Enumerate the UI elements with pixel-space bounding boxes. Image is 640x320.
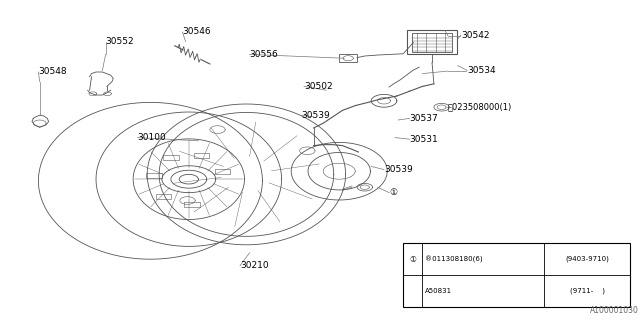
Text: ®011308180(6): ®011308180(6) [425,256,483,263]
Text: (9403-9710): (9403-9710) [565,256,609,262]
Text: 30556: 30556 [250,50,278,59]
Text: (9711-    ): (9711- ) [570,288,605,294]
Text: 30539: 30539 [384,165,413,174]
Text: 30548: 30548 [38,68,67,76]
Text: 30542: 30542 [461,31,490,40]
Bar [403,243,630,307]
Text: 30531: 30531 [410,135,438,144]
Text: 30546: 30546 [182,28,211,36]
Bar [146,173,161,178]
Bar [412,33,452,52]
Text: 30539: 30539 [301,111,330,120]
Bar [184,202,200,207]
Text: 30502: 30502 [304,82,333,91]
Text: 30534: 30534 [467,66,496,75]
Bar [407,30,457,54]
Bar [215,169,230,174]
Text: 30552: 30552 [106,37,134,46]
Bar [156,194,171,199]
Text: 30210: 30210 [240,261,269,270]
Text: A100001030: A100001030 [590,306,639,315]
Text: 30100: 30100 [138,133,166,142]
Bar [194,153,209,158]
Text: Ⓝ023508000(1): Ⓝ023508000(1) [448,103,512,112]
Bar [163,155,179,160]
Text: ①: ① [389,188,397,197]
Text: 30537: 30537 [410,114,438,123]
Text: A50831: A50831 [425,288,452,294]
Bar [339,54,357,62]
Text: ①: ① [410,255,416,264]
